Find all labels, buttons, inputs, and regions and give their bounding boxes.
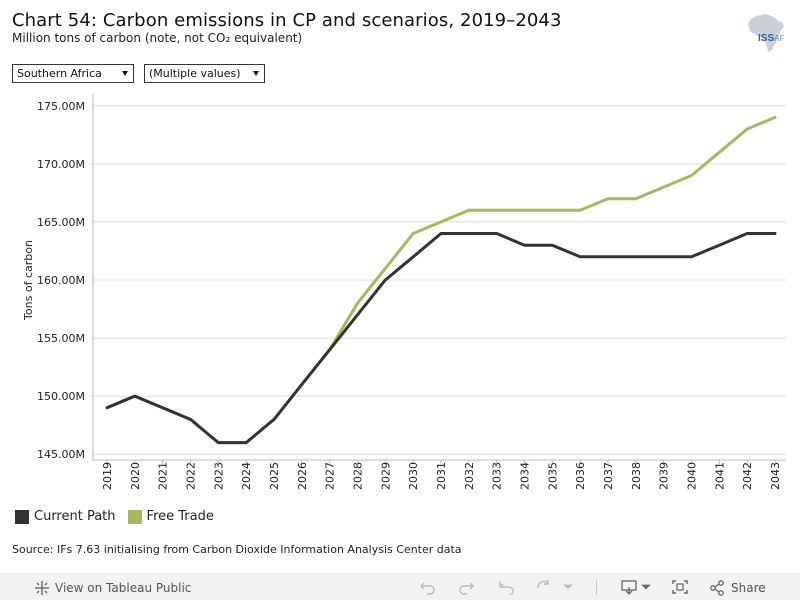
x-tick-label: 2028 [352,462,365,490]
redo-icon [459,582,474,595]
region-filter-dropdown[interactable]: Southern Africa [12,64,134,83]
x-tick-label: 2036 [574,462,587,490]
y-tick-label: 170.00M [37,158,85,171]
y-tick-label: 160.00M [37,274,85,287]
source-note: Source: IFs 7.63 initialising from Carbo… [12,543,462,556]
caret-down-icon [563,584,573,590]
series-lines [105,115,777,445]
y-axis-title: Tons of carbon [22,240,35,321]
refresh-menu-button[interactable] [562,578,574,596]
undo-icon [420,582,435,595]
tableau-logo-icon [35,581,49,595]
x-tick-label: 2034 [519,462,532,490]
revert-icon [499,581,514,595]
refresh-icon [537,580,549,589]
scenario-filter-value: (Multiple values) [149,67,241,80]
redo-button[interactable] [456,578,476,596]
chart-title: Chart 54: Carbon emissions in CP and sce… [12,10,562,31]
legend-label-free-trade: Free Trade [146,509,214,524]
line-chart: 145.00M 150.00M 155.00M 160.00M 165.00M 170.0… [22,94,786,490]
x-tick-label: 2019 [101,462,114,490]
legend-swatch-free-trade [127,509,142,524]
scenario-filter-dropdown[interactable]: (Multiple values) [144,64,265,83]
x-tick-label: 2030 [407,462,420,490]
logo-suffix-text: AF [774,34,785,43]
pause-updates-button[interactable] [534,578,554,596]
x-tick-label: 2035 [546,462,559,490]
logo-main-text: ISS [758,33,775,44]
caret-down-icon [122,71,128,76]
revert-button[interactable] [496,578,516,596]
x-tick-label: 2026 [296,462,309,490]
x-tick-label: 2033 [491,462,504,490]
x-tick-label: 2039 [658,462,671,490]
x-tick-label: 2025 [268,462,281,490]
view-on-tableau-label: View on Tableau Public [55,581,192,595]
y-tick-label: 150.00M [37,390,85,403]
x-tick-label: 2031 [435,462,448,490]
x-tick-label: 2043 [769,462,782,490]
download-menu-button[interactable] [640,578,652,596]
x-tick-label: 2041 [713,462,726,490]
chart-subtitle: Million tons of carbon (note, not CO₂ eq… [12,31,303,45]
view-on-tableau-public-link[interactable]: View on Tableau Public [34,580,191,596]
x-tick-label: 2022 [185,462,198,490]
caret-down-icon [253,71,259,76]
fullscreen-button[interactable] [670,578,690,596]
fullscreen-icon [672,580,688,594]
logo-text: ISSAF [758,33,784,44]
issafrica-logo: ISSAF [742,12,790,54]
undo-button[interactable] [418,578,438,596]
x-tick-label: 2032 [463,462,476,490]
tableau-toolbar: View on Tableau Public Share [0,573,800,600]
caret-down-icon [641,584,651,590]
x-tick-label: 2037 [602,462,615,490]
x-tick-label: 2021 [157,462,170,490]
x-tick-label: 2023 [212,462,225,490]
x-tick-label: 2024 [240,462,253,490]
x-tick-label: 2038 [630,462,643,490]
share-button[interactable]: Share [709,580,766,596]
y-tick-label: 145.00M [37,448,85,461]
toolbar-divider [596,580,597,595]
x-tick-label: 2029 [379,462,392,490]
y-tick-label: 155.00M [37,332,85,345]
share-icon [710,580,724,596]
x-tick-label: 2042 [741,462,754,490]
region-filter-value: Southern Africa [17,67,102,80]
series-line-current-path [105,232,777,445]
legend-item-free-trade[interactable]: Free Trade [127,509,214,524]
x-tick-label: 2020 [129,462,142,490]
legend-item-current-path[interactable]: Current Path [15,509,116,524]
x-tick-label: 2040 [686,462,699,490]
y-tick-label: 165.00M [37,216,85,229]
y-tick-label: 175.00M [37,100,85,113]
axes: 145.00M 150.00M 155.00M 160.00M 165.00M 170.0… [22,94,786,490]
download-icon [621,580,637,595]
legend-swatch-current-path [15,509,29,524]
x-tick-label: 2027 [324,462,337,490]
legend: Current Path Free Trade [15,509,226,524]
share-label: Share [731,581,766,595]
legend-label-current-path: Current Path [34,509,116,524]
gridlines [93,105,786,455]
africa-map-icon [748,14,784,52]
download-button[interactable] [620,578,640,596]
